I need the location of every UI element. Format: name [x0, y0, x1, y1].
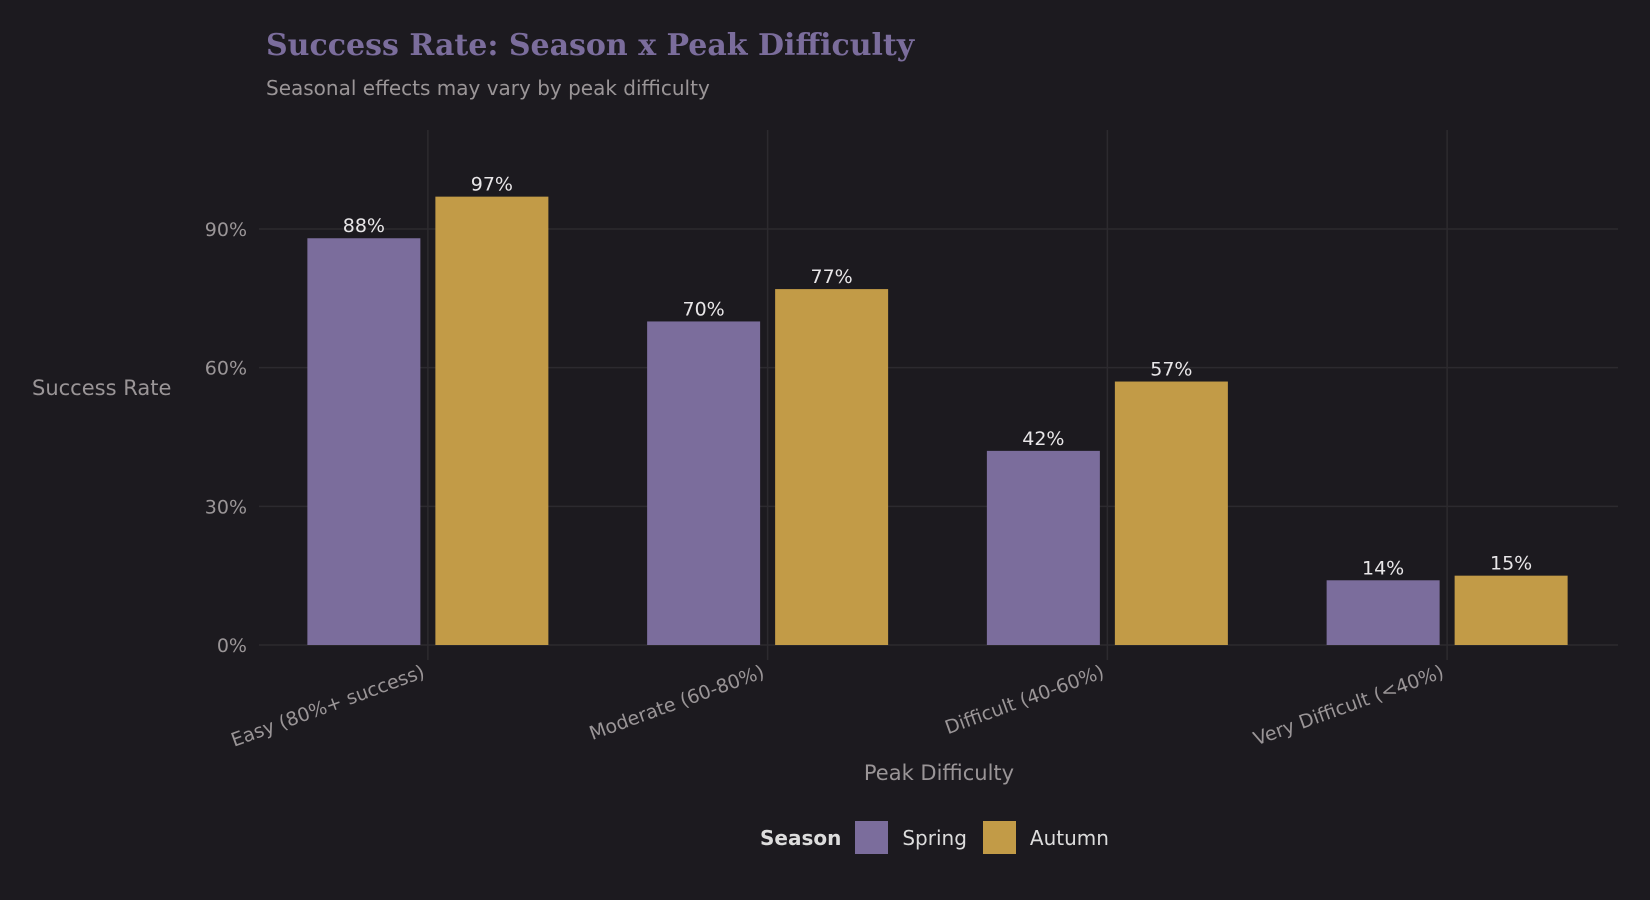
data-label: 77% — [811, 266, 853, 288]
legend-swatch-spring — [855, 821, 889, 854]
y-tick-label: 60% — [205, 358, 247, 380]
x-tick-label: Very Difficult (<40%) — [1251, 661, 1447, 750]
data-label: 14% — [1362, 557, 1404, 579]
legend-swatch-autumn — [982, 821, 1016, 854]
data-label: 70% — [683, 298, 725, 320]
legend-title: Season — [760, 825, 842, 850]
bar-autumn — [435, 196, 549, 645]
bar-autumn — [1454, 575, 1568, 645]
data-label: 88% — [343, 215, 385, 237]
bar-spring — [647, 321, 761, 645]
legend: Season Spring Autumn — [760, 821, 1125, 854]
x-axis-title: Peak Difficulty — [864, 761, 1014, 785]
data-label: 97% — [471, 174, 513, 196]
legend-label-spring: Spring — [902, 825, 967, 850]
y-axis-title: Success Rate — [32, 376, 171, 400]
bar-spring — [986, 450, 1100, 645]
bar-autumn — [1114, 381, 1228, 645]
x-tick-label: Easy (80%+ success) — [228, 661, 427, 752]
legend-label-autumn: Autumn — [1029, 825, 1109, 850]
y-tick-label: 0% — [217, 635, 247, 657]
data-label: 42% — [1022, 428, 1064, 450]
x-tick-label: Moderate (60-80%) — [586, 661, 767, 745]
y-tick-label: 90% — [205, 219, 247, 241]
y-tick-label: 30% — [205, 496, 247, 518]
chart-title: Success Rate: Season x Peak Difficulty — [266, 28, 915, 63]
data-label: 57% — [1150, 359, 1192, 381]
chart-subtitle: Seasonal effects may vary by peak diffic… — [266, 76, 710, 100]
bar-autumn — [775, 289, 889, 645]
x-tick-label: Difficult (40-60%) — [942, 661, 1107, 739]
bar-spring — [1326, 580, 1440, 645]
bar-spring — [307, 238, 421, 645]
data-label: 15% — [1490, 553, 1532, 575]
